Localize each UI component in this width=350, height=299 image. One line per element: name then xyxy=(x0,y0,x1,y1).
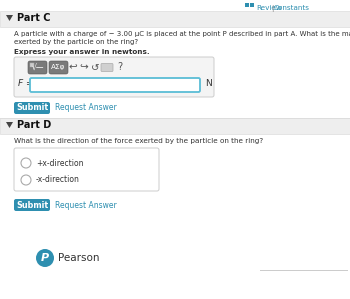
Text: ↪: ↪ xyxy=(80,62,88,72)
Bar xyxy=(245,3,249,7)
Text: N: N xyxy=(205,79,212,88)
Text: AΣφ: AΣφ xyxy=(51,65,66,71)
FancyBboxPatch shape xyxy=(28,61,47,74)
Text: Submit: Submit xyxy=(16,103,48,112)
Text: ↺: ↺ xyxy=(91,62,99,72)
Text: Part D: Part D xyxy=(17,120,51,130)
Text: Request Answer: Request Answer xyxy=(55,201,117,210)
Text: Review: Review xyxy=(256,5,282,11)
Text: -x-direction: -x-direction xyxy=(36,176,80,184)
Text: Pearson: Pearson xyxy=(58,253,99,263)
FancyBboxPatch shape xyxy=(30,78,200,92)
Text: F =: F = xyxy=(18,79,34,88)
Circle shape xyxy=(36,249,54,267)
Bar xyxy=(260,270,348,271)
Text: Constants: Constants xyxy=(274,5,310,11)
Text: ?: ? xyxy=(118,62,122,72)
FancyBboxPatch shape xyxy=(49,61,68,74)
Text: Express your answer in newtons.: Express your answer in newtons. xyxy=(14,49,150,55)
Bar xyxy=(0,118,350,119)
FancyBboxPatch shape xyxy=(14,57,214,97)
Polygon shape xyxy=(6,122,13,128)
Text: P: P xyxy=(41,253,49,263)
FancyBboxPatch shape xyxy=(14,102,50,114)
Bar xyxy=(30,63,34,67)
FancyBboxPatch shape xyxy=(14,148,159,191)
Polygon shape xyxy=(6,15,13,21)
Text: Request Answer: Request Answer xyxy=(55,103,117,112)
Text: √—: √— xyxy=(32,63,44,72)
Text: |: | xyxy=(271,5,273,12)
Bar xyxy=(250,3,254,7)
FancyBboxPatch shape xyxy=(14,199,50,211)
Text: A particle with a charge of − 3.00 μC is placed at the point P described in part: A particle with a charge of − 3.00 μC is… xyxy=(14,31,350,37)
Text: exerted by the particle on the ring?: exerted by the particle on the ring? xyxy=(14,39,138,45)
Text: Submit: Submit xyxy=(16,201,48,210)
FancyBboxPatch shape xyxy=(101,63,113,71)
Text: Part C: Part C xyxy=(17,13,50,23)
Bar xyxy=(0,118,350,134)
Text: What is the direction of the force exerted by the particle on the ring?: What is the direction of the force exert… xyxy=(14,138,263,144)
Bar xyxy=(0,11,350,27)
Text: ↩: ↩ xyxy=(69,62,77,72)
Text: +x-direction: +x-direction xyxy=(36,158,84,167)
